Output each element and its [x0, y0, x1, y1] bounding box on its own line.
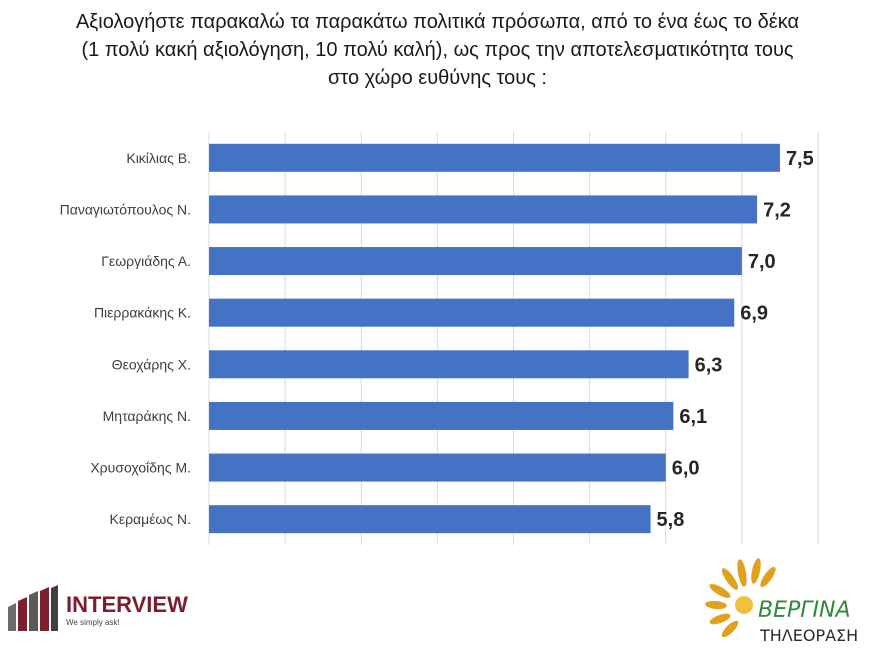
data-label: 7,0 — [748, 251, 776, 273]
interview-logo: INTERVIEW We simply ask! — [8, 585, 188, 631]
vergina-sun-icon — [705, 558, 776, 638]
title-line-3: στο χώρο ευθύνης τους : — [328, 67, 547, 89]
bar — [209, 350, 689, 379]
category-label: Παναγιωτόπουλος Ν. — [60, 201, 191, 217]
data-label: 7,2 — [763, 199, 791, 221]
vergina-logo: ΒΕΡΓΙΝΑ ΤΗΛΕΟΡΑΣΗ — [705, 558, 858, 645]
data-label: 6,1 — [679, 406, 707, 428]
bar — [209, 298, 735, 327]
title-line-1: Αξιολογήστε παρακαλώ τα παρακάτω πολιτικ… — [75, 11, 800, 33]
category-label: Κεραμέως Ν. — [109, 511, 191, 527]
category-label: Γεωργιάδης Α. — [101, 253, 191, 269]
interview-bars-icon — [8, 585, 58, 631]
category-label: Πιερρακάκης Κ. — [94, 305, 191, 321]
data-label: 6,0 — [672, 458, 700, 480]
category-label: Θεοχάρης Χ. — [112, 356, 191, 372]
category-label: Χρυσοχοΐδης Μ. — [90, 460, 191, 476]
bar-chart: Κικίλιας Β. 7,5 Παναγιωτόπουλος Ν. 7,2 Γεωργ… — [60, 132, 819, 545]
bar — [209, 401, 674, 430]
bar — [209, 247, 742, 276]
chart-title: Αξιολογήστε παρακαλώ τα παρακάτω πολιτικ… — [0, 8, 875, 92]
bar — [209, 505, 651, 534]
data-label: 5,8 — [657, 509, 685, 531]
interview-name: INTERVIEW — [66, 592, 188, 617]
data-label: 6,9 — [740, 303, 768, 325]
data-label: 6,3 — [695, 354, 723, 376]
bar — [209, 143, 780, 172]
bar — [209, 195, 758, 224]
vergina-name: ΒΕΡΓΙΝΑ — [758, 598, 851, 623]
vergina-sub: ΤΗΛΕΟΡΑΣΗ — [759, 626, 858, 645]
category-label: Μηταράκης Ν. — [103, 408, 191, 424]
interview-tagline: We simply ask! — [66, 618, 120, 627]
bar — [209, 453, 666, 482]
title-line-2: (1 πολύ κακή αξιολόγηση, 10 πολύ καλή), … — [81, 39, 794, 61]
data-label: 7,5 — [786, 148, 814, 170]
category-label: Κικίλιας Β. — [126, 150, 191, 166]
